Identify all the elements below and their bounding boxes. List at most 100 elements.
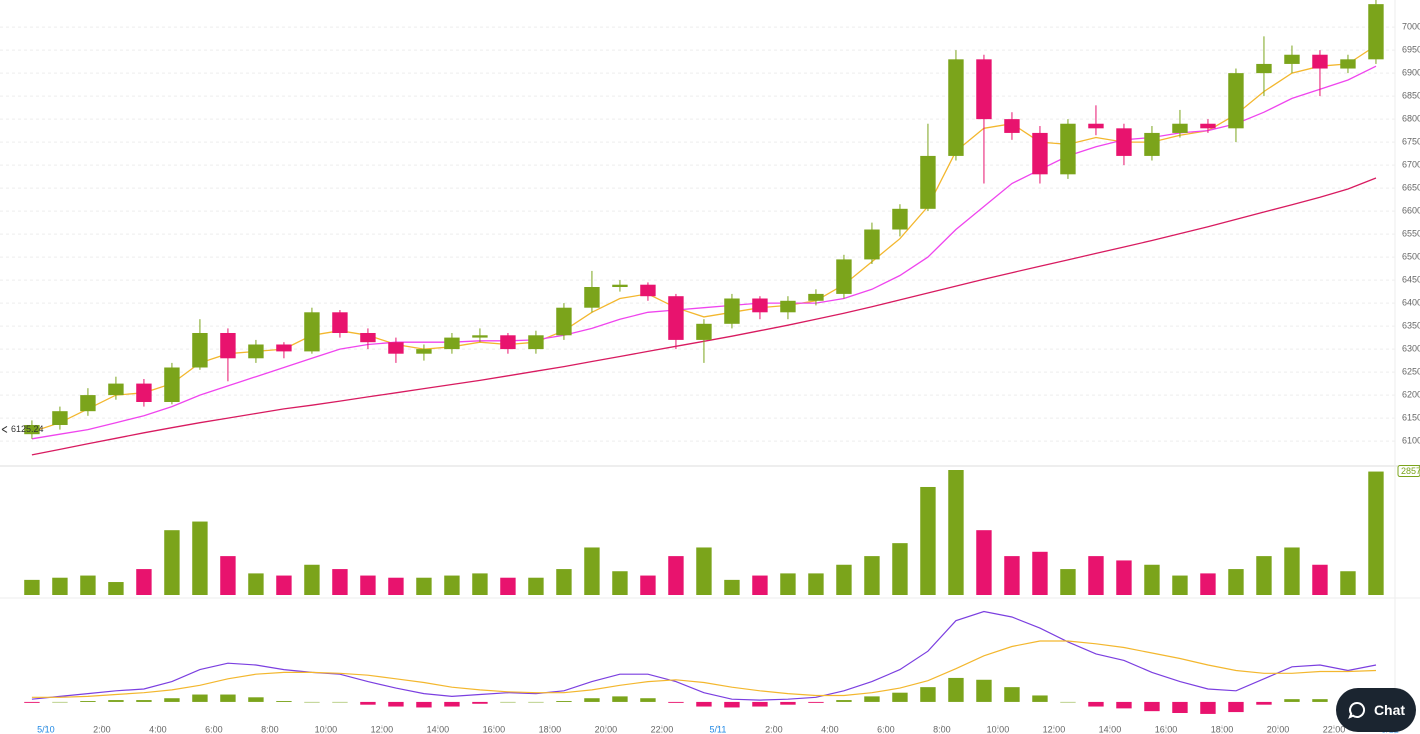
- macd-histogram-bar: [164, 698, 180, 702]
- volume-bar: [1004, 556, 1020, 595]
- candle-body: [1032, 132, 1048, 175]
- candle-body: [584, 287, 600, 308]
- candle-body: [1284, 54, 1300, 64]
- candle-body: [780, 300, 796, 313]
- x-tick-label: 14:00: [1099, 724, 1122, 734]
- macd-histogram-bar: [808, 701, 824, 703]
- candle-body: [332, 312, 348, 333]
- macd-histogram-bar: [920, 687, 936, 702]
- macd-histogram-bar: [780, 701, 796, 705]
- y-tick-label: 7000: [1402, 22, 1420, 32]
- macd-histogram-bar: [1060, 701, 1076, 703]
- candle-body: [528, 335, 544, 350]
- volume-bar: [556, 569, 572, 595]
- y-tick-label: 6200: [1402, 389, 1420, 399]
- candle-body: [668, 296, 684, 340]
- candle-body: [360, 332, 376, 343]
- macd-histogram-bar: [1284, 699, 1300, 702]
- candle-body: [976, 59, 992, 120]
- chat-button[interactable]: Chat: [1336, 688, 1416, 732]
- candle-body: [948, 59, 964, 156]
- volume-bar: [1228, 569, 1244, 595]
- candle-body: [248, 344, 264, 359]
- y-tick-label: 6950: [1402, 45, 1420, 55]
- macd-histogram-bar: [416, 701, 432, 708]
- y-tick-label: 6900: [1402, 68, 1420, 78]
- candle-body: [108, 383, 124, 396]
- candle-body: [920, 155, 936, 209]
- volume-bar: [892, 543, 908, 595]
- chat-icon: [1348, 701, 1365, 719]
- macd-histogram-bar: [1032, 695, 1048, 702]
- y-tick-label: 6250: [1402, 366, 1420, 376]
- macd-histogram-bar: [276, 701, 292, 702]
- y-tick-label: 6650: [1402, 182, 1420, 192]
- volume-bar: [724, 579, 740, 595]
- candle-body: [136, 383, 152, 402]
- volume-bar: [920, 486, 936, 595]
- volume-bar: [304, 564, 320, 595]
- macd-histogram-bar: [360, 701, 376, 705]
- candle-body: [1144, 132, 1160, 156]
- macd-histogram-bar: [1144, 701, 1160, 712]
- candle-body: [612, 284, 628, 288]
- volume-bar: [948, 470, 964, 595]
- y-tick-label: 6600: [1402, 205, 1420, 215]
- volume-bar: [52, 577, 68, 595]
- macd-histogram-bar: [976, 679, 992, 702]
- x-tick-label: 4:00: [821, 724, 839, 734]
- macd-histogram-bar: [472, 701, 488, 704]
- x-tick-label: 10:00: [315, 724, 338, 734]
- y-tick-label: 6550: [1402, 228, 1420, 238]
- y-tick-label: 6700: [1402, 159, 1420, 169]
- volume-bar: [584, 547, 600, 595]
- chat-label[interactable]: Chat: [1373, 702, 1406, 718]
- moving-average-line: [31, 44, 1377, 433]
- volume-bar: [1200, 573, 1216, 595]
- candle-body: [24, 424, 40, 435]
- macd-histogram-bar: [248, 697, 264, 702]
- candle-body: [304, 312, 320, 352]
- x-tick-label: 20:00: [1267, 724, 1290, 734]
- volume-bar: [248, 573, 264, 595]
- x-tick-label: 16:00: [483, 724, 506, 734]
- volume-bar: [640, 575, 656, 595]
- candle-body: [220, 332, 236, 359]
- volume-bar: [1060, 569, 1076, 595]
- macd-dif-line: [31, 610, 1377, 701]
- volume-bar: [276, 575, 292, 595]
- candle-body: [640, 284, 656, 297]
- volume-bar: [1368, 471, 1384, 595]
- volume-bar: [388, 577, 404, 595]
- macd-histogram-bar: [388, 701, 404, 707]
- x-tick-label: 2:00: [765, 724, 783, 734]
- volume-bar: [1144, 564, 1160, 595]
- macd-histogram-bar: [1312, 699, 1328, 702]
- y-tick-label: 6500: [1402, 251, 1420, 261]
- volume-bar: [1032, 551, 1048, 595]
- macd-histogram-bar: [192, 694, 208, 702]
- volume-bar: [136, 569, 152, 595]
- candle-body: [500, 335, 516, 350]
- macd-histogram-bar: [864, 696, 880, 702]
- y-tick-label: 6450: [1402, 274, 1420, 284]
- candle-body: [724, 298, 740, 324]
- candle-body: [836, 259, 852, 294]
- candle-body: [1312, 54, 1328, 69]
- candle-body: [1060, 123, 1076, 175]
- macd-histogram-bar: [332, 701, 348, 703]
- x-tick-label: 12:00: [1043, 724, 1066, 734]
- macd-histogram-bar: [500, 701, 516, 703]
- macd-histogram-bar: [948, 677, 964, 702]
- volume-bar: [220, 556, 236, 595]
- price-marker-arrow: [1, 426, 8, 433]
- volume-bar: [976, 530, 992, 595]
- x-tick-label: 5/11: [710, 724, 727, 734]
- candle-body: [164, 367, 180, 402]
- volume-bar: [1256, 556, 1272, 595]
- last-volume-tag: [1397, 465, 1420, 478]
- x-tick-label: 16:00: [1155, 724, 1178, 734]
- x-tick-label: 18:00: [1211, 724, 1234, 734]
- volume-bar: [864, 556, 880, 595]
